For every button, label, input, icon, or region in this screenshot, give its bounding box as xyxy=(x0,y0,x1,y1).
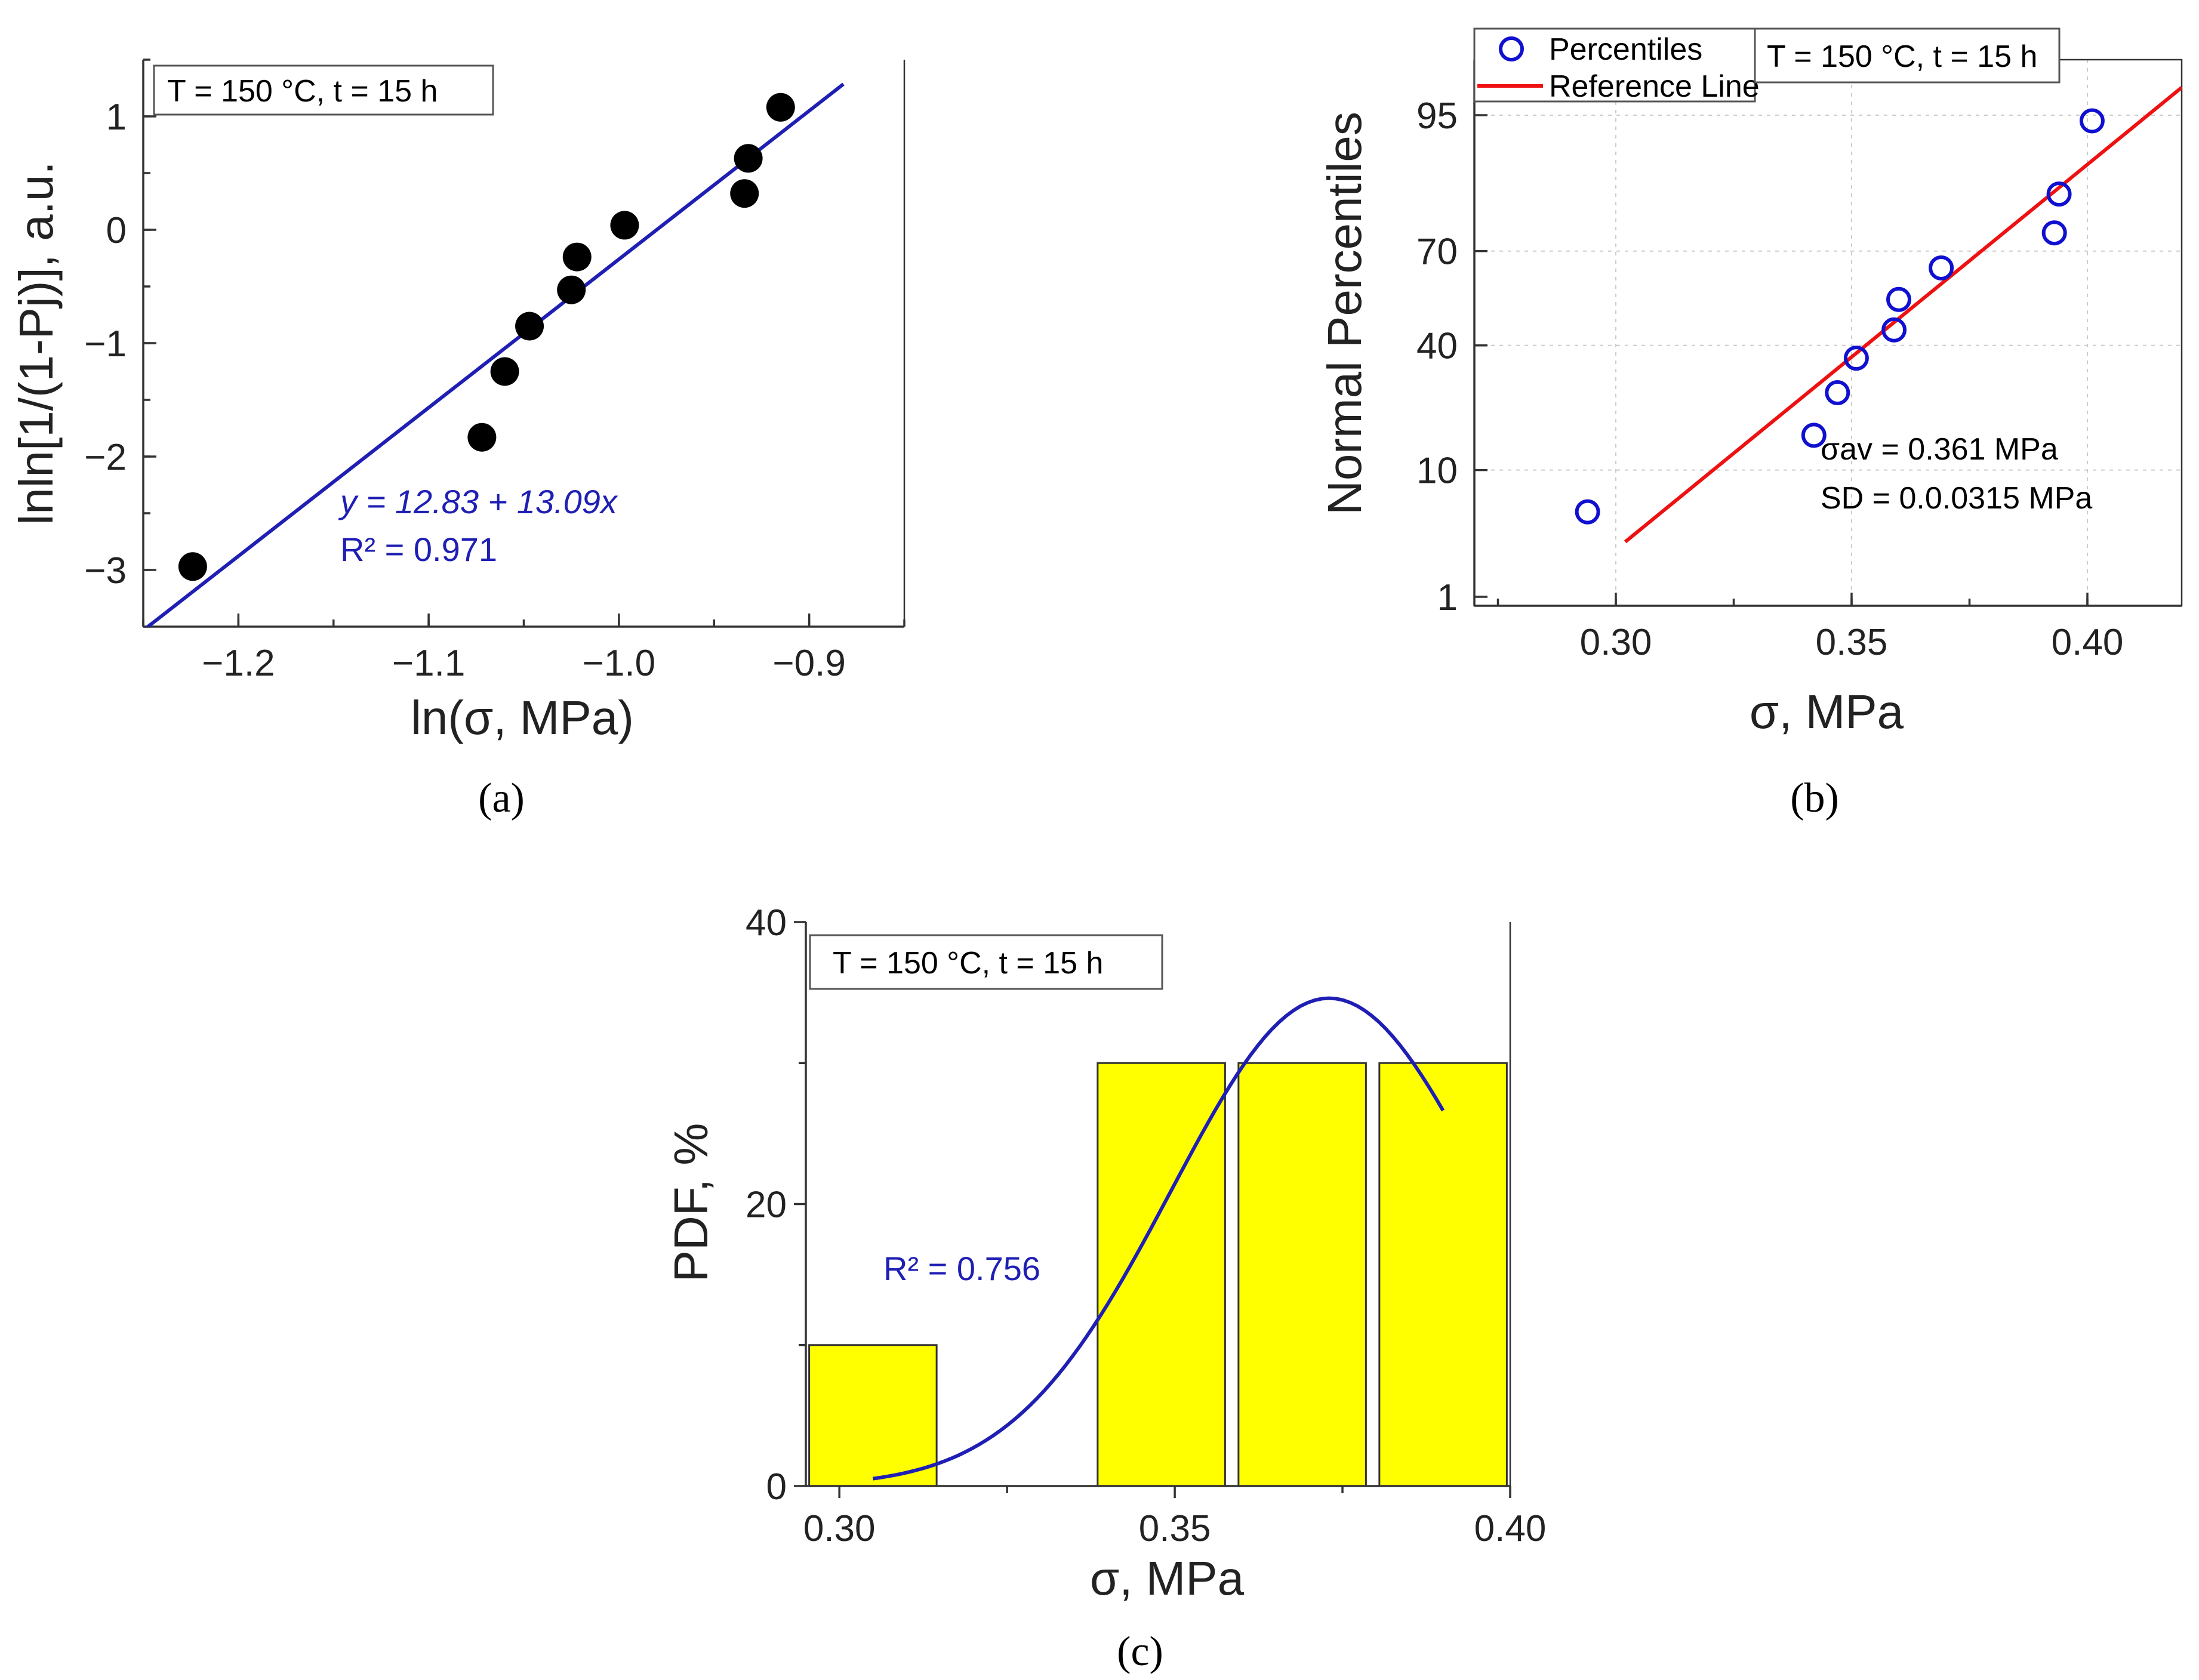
panel-c-bar xyxy=(1378,1062,1508,1487)
panel-b-data-point xyxy=(1881,317,1907,343)
panel-c-y-title: PDF, % xyxy=(664,1123,717,1283)
panel-b-y-tick-label: 70 xyxy=(1416,232,1458,273)
panel-a-fit-group xyxy=(145,82,845,627)
panel-c-x-tick-label: 0.35 xyxy=(1139,1508,1211,1549)
chart-panel-a: −1.2 −1.1 −1.0 −0.9 1 0 −1 −2 −3 T = 150 °C, t =… xyxy=(10,58,906,821)
panel-a-ticks: −1.2 −1.1 −1.0 −0.9 1 0 −1 −2 −3 xyxy=(84,58,906,684)
panel-b-data-point xyxy=(1575,499,1600,525)
panel-a-data-point xyxy=(515,312,544,341)
panel-b-data-point xyxy=(2046,181,2072,207)
panel-a-y-tick-label: −1 xyxy=(84,323,127,365)
panel-b-condition-box: T = 150 °C, t = 15 h xyxy=(1754,27,2061,84)
panel-c-label: (c) xyxy=(1117,1629,1163,1675)
panel-a-y-tick-label: −3 xyxy=(84,550,127,591)
legend-percentiles-label: Percentiles xyxy=(1549,32,1702,67)
panel-b-y-title: Normal Percentiles xyxy=(1318,112,1371,515)
panel-c-fit-r2: R² = 0.756 xyxy=(883,1250,1040,1287)
panel-b-x-tick-label: 0.40 xyxy=(2052,622,2124,663)
panel-b-label: (b) xyxy=(1790,775,1839,821)
panel-c-y-tick-label: 40 xyxy=(746,902,787,944)
panel-a-data-point xyxy=(490,357,519,386)
panel-b-data-point xyxy=(2079,108,2105,134)
panel-b-y-tick-label: 40 xyxy=(1416,326,1458,367)
panel-c-fit-curve xyxy=(872,996,1445,1481)
panel-a-y-tick-label: −2 xyxy=(84,437,127,478)
panel-c-y-tick-label: 0 xyxy=(766,1466,787,1508)
panel-a-data-point xyxy=(557,275,586,304)
panel-a-x-tick-label: −0.9 xyxy=(772,643,845,684)
panel-b-data-point xyxy=(1929,255,1954,280)
panel-a-fit-equation: y = 12.83 + 13.09x xyxy=(338,483,618,520)
panel-c-condition-box: T = 150 °C, t = 15 h xyxy=(809,934,1163,990)
panel-a-data-point xyxy=(730,179,759,208)
panel-c-bar xyxy=(1237,1062,1367,1487)
panel-b-reference-group xyxy=(1624,86,2182,544)
panel-b-y-tick-label: 95 xyxy=(1416,95,1458,137)
panel-b-grid xyxy=(1474,60,2182,606)
panel-a-data-point xyxy=(562,242,592,272)
panel-b-ticks: 0.30 0.35 0.40 1 10 40 70 95 xyxy=(1416,95,2123,663)
panel-b-reference-line xyxy=(1624,86,2182,544)
panel-a-fit-r2: R² = 0.971 xyxy=(340,531,497,568)
panel-c-x-title: σ, MPa xyxy=(1090,1552,1245,1605)
panel-c-x-tick-label: 0.30 xyxy=(803,1508,876,1549)
panel-a-y-tick-label: 0 xyxy=(106,210,127,251)
legend-percentiles-marker xyxy=(1499,36,1524,61)
panel-b-condition-text: T = 150 °C, t = 15 h xyxy=(1767,39,2037,74)
panel-b-y-tick-label: 10 xyxy=(1416,451,1458,492)
panel-a-x-tick-label: −1.1 xyxy=(392,643,465,684)
panel-a-data-point xyxy=(178,552,207,581)
panel-a-fit-line xyxy=(145,82,845,627)
panel-c-fit-group xyxy=(872,996,1445,1481)
panel-b-x-title: σ, MPa xyxy=(1750,685,1904,738)
panel-b-data-point xyxy=(1886,286,1911,312)
panel-a-y-title: lnln[1/(1-Pj)], a.u. xyxy=(10,161,63,525)
panel-a-x-title: ln(σ, MPa) xyxy=(411,691,634,744)
chart-panel-b: 0.30 0.35 0.40 1 10 40 70 95 Percentiles Refere… xyxy=(1318,27,2183,821)
panel-b-data-point xyxy=(1801,423,1827,448)
panel-a-data-point xyxy=(734,144,763,173)
panel-c-condition-text: T = 150 °C, t = 15 h xyxy=(833,946,1103,981)
panel-b-x-tick-label: 0.35 xyxy=(1816,622,1888,663)
panel-c-y-tick-label: 20 xyxy=(746,1185,787,1226)
panel-a-data-point xyxy=(766,93,795,122)
panel-a-condition-box: T = 150 °C, t = 15 h xyxy=(153,64,494,116)
panel-a-points xyxy=(178,93,795,581)
panel-b-legend: Percentiles Reference Line xyxy=(1473,27,1760,104)
panel-b-mean-annotation: σav = 0.361 MPa xyxy=(1821,432,2058,467)
panel-c-x-tick-label: 0.40 xyxy=(1474,1508,1547,1549)
panel-a-data-point xyxy=(610,211,639,240)
panel-b-data-point xyxy=(2041,220,2067,246)
panel-b-x-tick-label: 0.30 xyxy=(1580,622,1652,663)
panel-a-data-point xyxy=(467,423,497,452)
panel-a-x-tick-label: −1.2 xyxy=(202,643,275,684)
legend-reference-line-label: Reference Line xyxy=(1549,69,1760,104)
chart-panel-c: 0.30 0.35 0.40 0 20 40 T = 150 °C, t = 15 h R… xyxy=(664,902,1546,1675)
panel-a-x-tick-label: −1.0 xyxy=(583,643,655,684)
panel-b-sd-annotation: SD = 0.0.0315 MPa xyxy=(1821,481,2092,516)
panel-c-ticks: 0.30 0.35 0.40 0 20 40 xyxy=(746,902,1546,1549)
panel-b-frame xyxy=(1473,58,2183,607)
panel-b-points xyxy=(1575,108,2105,525)
panel-a-label: (a) xyxy=(478,775,525,821)
panel-a-y-tick-label: 1 xyxy=(106,97,127,138)
panel-c-bar xyxy=(808,1344,938,1487)
panel-b-data-point xyxy=(1843,346,1869,371)
panel-b-data-point xyxy=(1825,380,1850,405)
panel-c-bars xyxy=(808,1062,1508,1487)
panel-a-condition-text: T = 150 °C, t = 15 h xyxy=(167,74,438,109)
panel-b-y-tick-label: 1 xyxy=(1437,577,1458,618)
